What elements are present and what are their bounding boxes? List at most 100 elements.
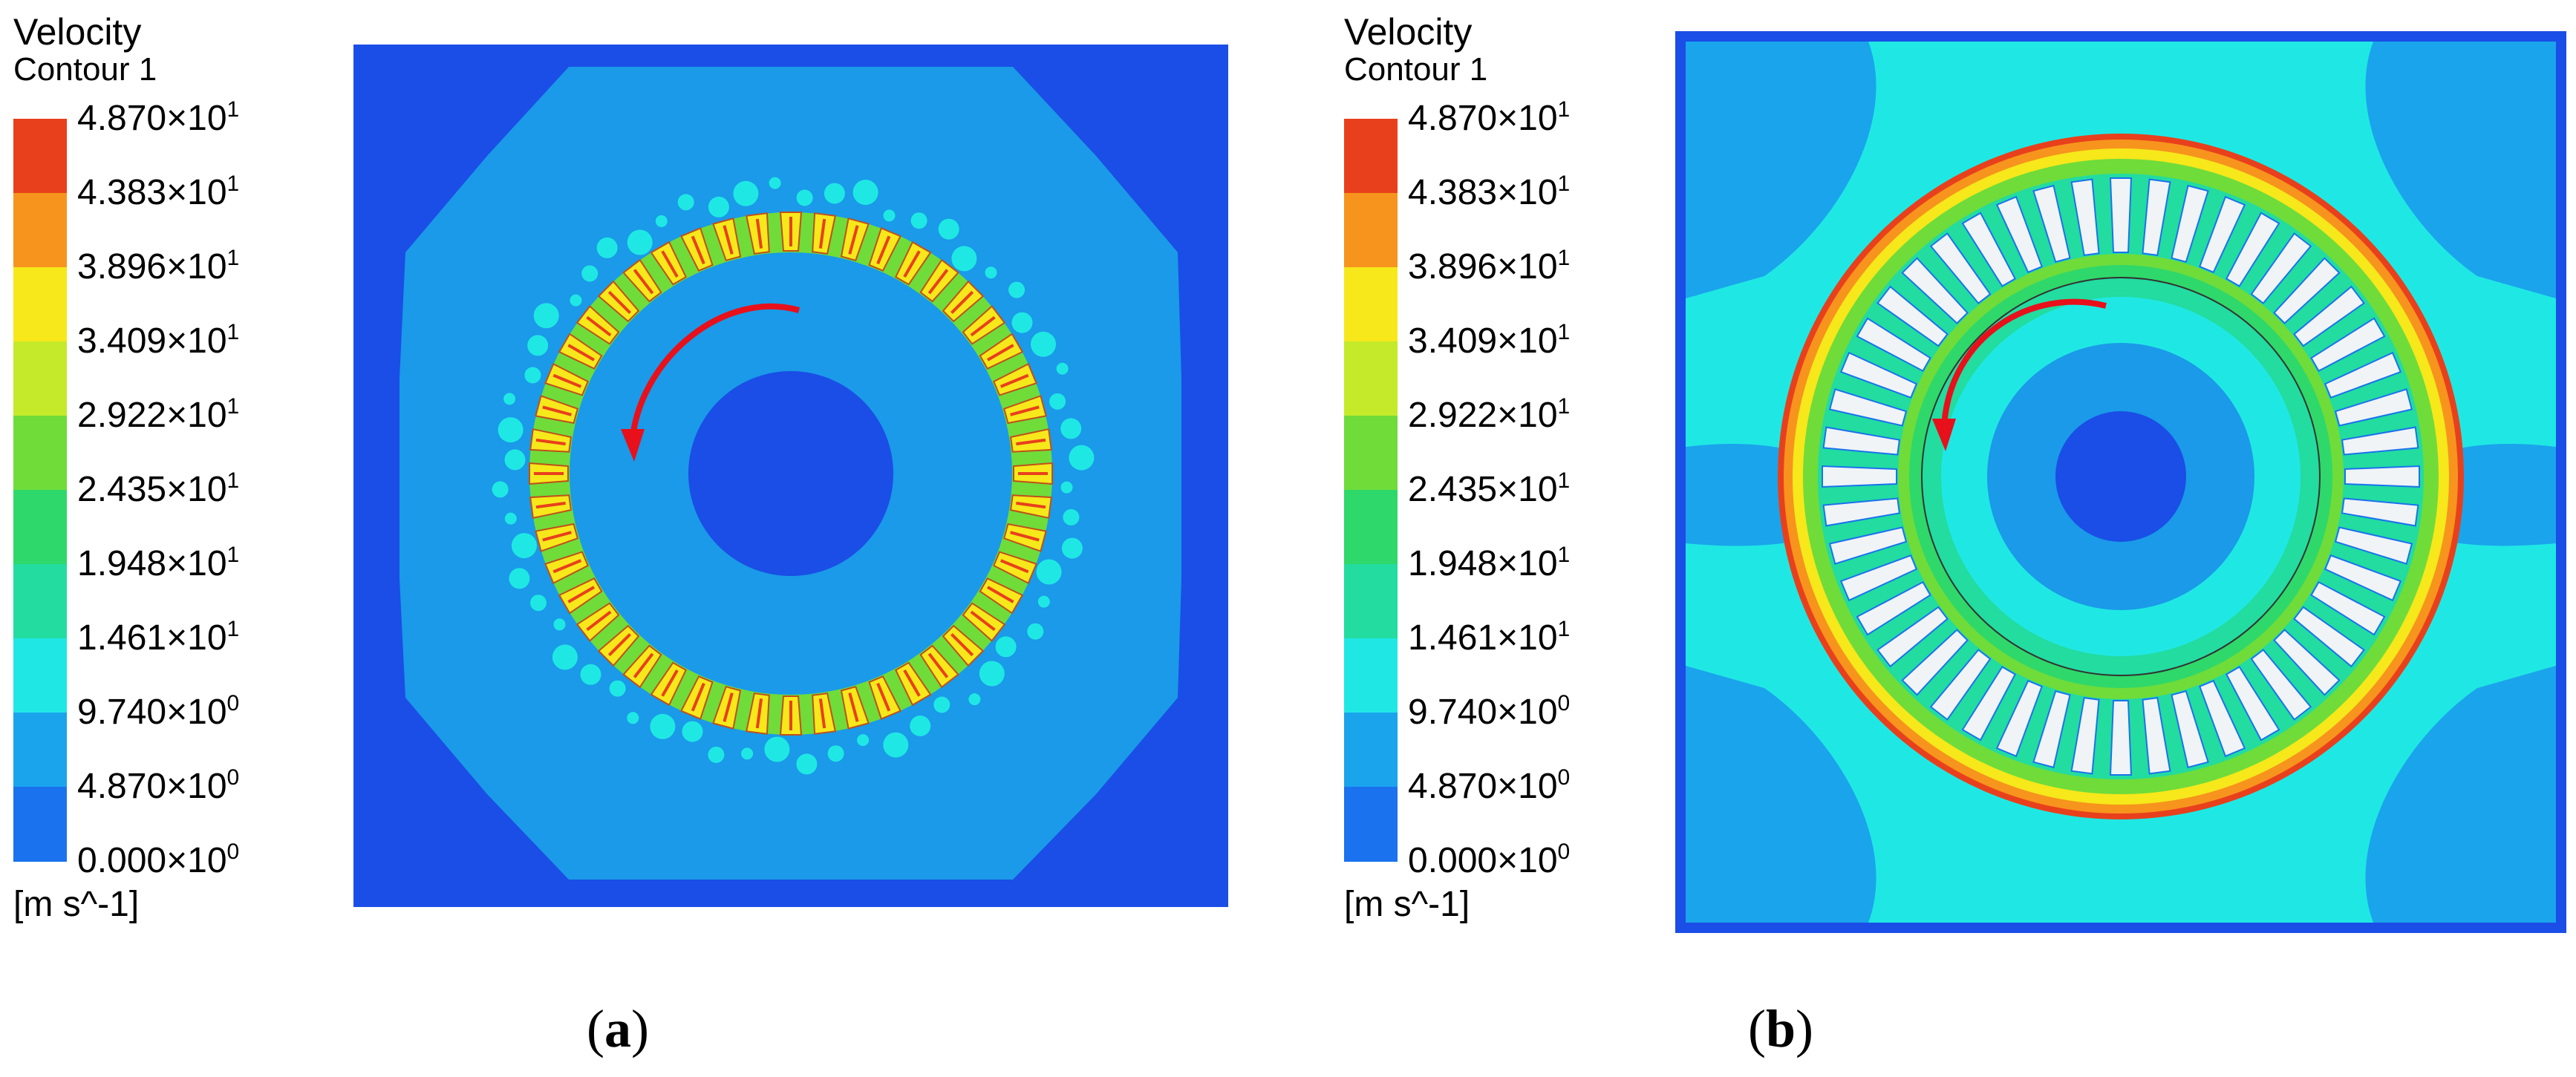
slot-core-line xyxy=(567,586,596,603)
colorbar-band xyxy=(13,713,67,788)
stator-slot xyxy=(1961,666,2017,742)
colorbar-band xyxy=(1344,564,1398,639)
stator-slot xyxy=(1856,317,1931,373)
slot-core-line xyxy=(755,698,763,729)
colorbar-band xyxy=(13,267,67,342)
colorbar-tick-label: 4.383×101 xyxy=(1408,171,1571,212)
turbulent-fleck xyxy=(995,636,1017,658)
slot-core-line xyxy=(1016,438,1046,446)
colorbar-band xyxy=(1344,713,1398,788)
colorbar-tick-label: 2.922×101 xyxy=(1408,394,1571,435)
slot-core-line xyxy=(607,632,632,657)
slot-core-line xyxy=(552,373,582,388)
colorbar-band xyxy=(13,193,67,268)
colorbar-tick-label: 0.000×100 xyxy=(77,839,240,880)
caption-a: (a) xyxy=(587,999,649,1058)
panel-b: Velocity Contour 1 4.870×101 4.383×101 3.8… xyxy=(1288,0,2576,1077)
turbulent-fleck xyxy=(933,696,950,713)
turbulent-fleck xyxy=(883,732,909,758)
colorbar-tick-label: 9.740×100 xyxy=(1408,691,1571,732)
turbulent-fleck xyxy=(677,194,694,211)
stator-slot xyxy=(2109,177,2133,253)
stator-slot xyxy=(1876,285,1949,347)
turbulent-fleck xyxy=(1031,331,1056,357)
stator-slot xyxy=(2273,629,2341,696)
slot-core-line xyxy=(567,344,596,361)
colorbar-band xyxy=(1344,787,1398,862)
turbulent-fleck xyxy=(533,303,559,329)
slot-core-line xyxy=(986,344,1014,361)
stator-slot xyxy=(2142,696,2171,775)
slot-core-line xyxy=(927,652,949,678)
stator-slot xyxy=(2032,690,2071,769)
slot-core-line xyxy=(848,225,859,255)
stator-slot xyxy=(2324,554,2402,602)
stator-slot xyxy=(1995,679,2043,758)
corner-region-br xyxy=(2365,666,2556,923)
stator-slot xyxy=(2334,526,2413,565)
stator-slot xyxy=(2293,606,2365,668)
turbulent-fleck xyxy=(1060,481,1073,494)
turbulent-fleck xyxy=(1008,281,1025,298)
colorbar-tick-label: 3.896×101 xyxy=(1408,246,1571,287)
colorbar-band xyxy=(1344,193,1398,268)
turbulent-fleck xyxy=(979,661,1005,687)
turbulent-fleck xyxy=(968,693,981,706)
slot-core-line xyxy=(970,610,996,632)
slot-core-line xyxy=(1000,373,1029,388)
corner-region-tr xyxy=(2365,42,2556,298)
stator-slot xyxy=(2250,232,2312,304)
colorbar-tick-label: 1.461×101 xyxy=(1408,617,1571,658)
colorbar-tick-label: 0.000×100 xyxy=(1408,839,1571,880)
legend-subtitle: Contour 1 xyxy=(1344,51,1488,88)
stator-slot xyxy=(1929,649,1992,721)
turbulent-fleck xyxy=(910,716,931,736)
stator-slot xyxy=(2225,666,2280,742)
colorbar-band xyxy=(13,341,67,416)
turbulent-fleck xyxy=(1027,623,1044,640)
slot-core-line xyxy=(1016,501,1046,509)
colorbar-tick-label: 4.870×100 xyxy=(77,765,240,806)
turbulent-fleck xyxy=(708,746,725,763)
velocity-contour-plot-b xyxy=(1675,31,2566,933)
stator-slot xyxy=(2334,388,2413,427)
stator-slot xyxy=(1828,388,1908,427)
slot-core-line xyxy=(723,693,734,722)
turbulent-fleck xyxy=(580,664,601,685)
velocity-contour-plot-a xyxy=(353,45,1228,907)
turbulent-fleck xyxy=(527,335,549,356)
turbulent-fleck xyxy=(682,721,703,742)
turbulent-fleck xyxy=(570,294,582,307)
colorbar xyxy=(1344,119,1398,862)
stator-slot xyxy=(2032,184,2071,263)
stator-slot xyxy=(2109,700,2133,776)
slot-core-line xyxy=(927,269,949,295)
turbulent-fleck xyxy=(764,736,790,762)
turbulent-flecks xyxy=(492,177,1095,775)
turbulent-fleck xyxy=(596,237,618,258)
stator-slot xyxy=(1995,195,2043,274)
slot-core-line xyxy=(586,610,612,632)
slot-core-line xyxy=(723,225,734,255)
turbulent-fleck xyxy=(1061,537,1083,559)
stator-slot xyxy=(1828,526,1908,565)
stator-slot xyxy=(1961,212,2017,287)
stator-slot xyxy=(2344,465,2420,488)
slot-core-line xyxy=(986,586,1014,603)
stator-slot xyxy=(2341,426,2419,456)
units-label: [m s^-1] xyxy=(13,885,140,924)
rotation-arrow-icon xyxy=(1941,298,2107,427)
stator-slot xyxy=(1822,497,1901,527)
slot-core-line xyxy=(607,290,632,315)
slot-core-line xyxy=(1010,531,1040,542)
colorbar-tick-label: 3.409×101 xyxy=(1408,320,1571,361)
turbulent-fleck xyxy=(796,753,818,775)
turbulent-fleck xyxy=(581,265,599,282)
colorbar-band xyxy=(1344,119,1398,194)
slot-core-line xyxy=(661,669,679,697)
stator-slot xyxy=(1856,580,1931,636)
slot-core-line xyxy=(755,218,763,249)
colorbar-tick-label: 1.948×101 xyxy=(1408,543,1571,583)
slot-core-line xyxy=(691,235,705,265)
turbulent-fleck xyxy=(609,680,626,697)
